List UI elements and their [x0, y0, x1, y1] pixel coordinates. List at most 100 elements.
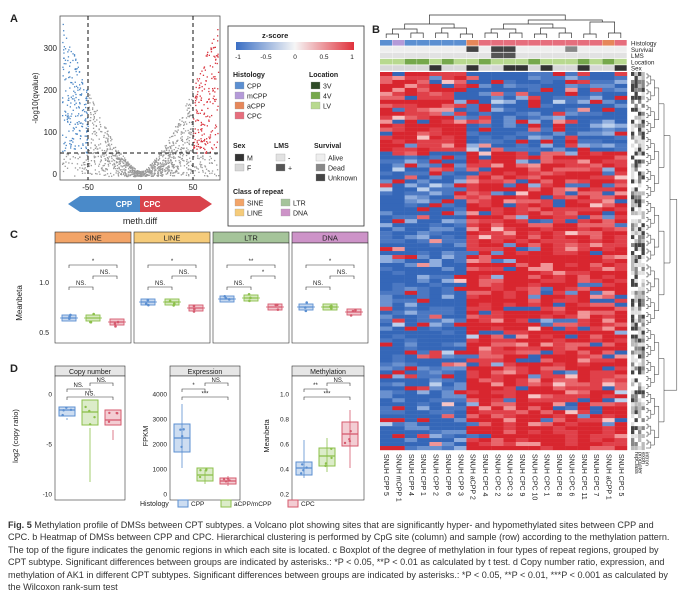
volcano-point — [98, 128, 100, 130]
heatmap-cell — [429, 310, 442, 315]
histology-legend-title: Histology — [233, 72, 265, 79]
heatmap-cell — [602, 72, 615, 77]
volcano-point — [89, 102, 91, 104]
volcano-point — [120, 172, 122, 175]
heatmap-cell — [503, 426, 517, 431]
volcano-point — [158, 169, 160, 172]
volcano-point — [66, 116, 68, 118]
heatmap-cell — [454, 410, 467, 415]
heatmap-cell — [429, 203, 442, 208]
legend-swatch — [275, 163, 286, 172]
heatmap-cell — [417, 446, 430, 451]
heatmap-cell — [503, 95, 517, 101]
region-track-cell — [641, 390, 645, 395]
volcano-point — [196, 167, 198, 169]
heatmap-cell — [565, 342, 578, 347]
volcano-point — [215, 55, 218, 57]
volcano-point — [175, 142, 177, 144]
region-track-cell — [638, 239, 642, 244]
volcano-point — [134, 170, 136, 172]
region-track-cell — [631, 259, 635, 264]
heatmap-cell — [404, 430, 418, 435]
heatmap-cell — [491, 374, 504, 379]
heatmap-cell — [491, 87, 504, 93]
region-track-cell — [641, 99, 645, 104]
heatmap-cell — [478, 334, 492, 339]
volcano-point — [139, 173, 141, 175]
heatmap-cell — [552, 151, 566, 156]
volcano-point — [185, 154, 188, 157]
volcano-point — [210, 48, 212, 51]
volcano-point — [205, 116, 207, 118]
volcano-point — [96, 148, 98, 150]
volcano-point — [117, 172, 119, 175]
volcano-point — [88, 107, 90, 109]
heatmap-cell — [454, 195, 467, 200]
volcano-point — [127, 175, 129, 178]
heatmap-cell — [577, 266, 591, 272]
volcano-point — [126, 165, 128, 167]
volcano-point — [176, 140, 178, 142]
region-track-cell — [641, 131, 645, 136]
heatmap-cell — [466, 414, 479, 419]
heatmap-cell — [404, 350, 418, 355]
region-track-cell — [634, 207, 638, 212]
heatmap-cell — [380, 243, 393, 248]
heatmap-cell — [441, 123, 455, 128]
heatmap-cell — [528, 72, 541, 77]
volcano-point — [172, 165, 174, 167]
heatmap-cell — [540, 378, 554, 383]
region-track-cell — [641, 298, 645, 303]
heatmap-cell — [577, 294, 591, 299]
volcano-point — [214, 173, 216, 175]
heatmap-cell — [515, 330, 529, 335]
volcano-point — [211, 42, 213, 44]
heatmap-cell — [503, 266, 517, 272]
heatmap-cell — [552, 282, 566, 288]
heatmap-cell — [602, 147, 615, 152]
volcano-point — [198, 84, 201, 86]
volcano-point — [199, 73, 202, 75]
subplot-ylabel: FPKM — [141, 426, 150, 447]
heatmap-cell — [552, 262, 566, 268]
annotation-cell — [528, 65, 541, 71]
volcano-point — [75, 126, 77, 128]
site-dendrogram-branch — [650, 270, 655, 288]
heatmap-cell — [528, 370, 541, 375]
heatmap-cell — [614, 199, 628, 204]
heatmap-cell — [392, 390, 405, 395]
volcano-point — [177, 168, 180, 170]
sample-labels: SNUH CPP 5 SNUH mCPP 1 SNUH CPP 4 SNUH CPP … — [382, 454, 624, 502]
region-track-cell — [638, 119, 642, 124]
volcano-point — [193, 146, 196, 149]
heatmap-cell — [515, 195, 529, 200]
volcano-point — [206, 141, 208, 143]
region-track-cell — [631, 179, 635, 184]
volcano-point — [111, 175, 113, 177]
heatmap-cell — [503, 187, 517, 192]
volcano-point — [127, 164, 129, 166]
heatmap-cell — [552, 167, 566, 172]
volcano-point — [145, 174, 147, 177]
volcano-point — [105, 127, 107, 129]
heatmap-cell — [614, 123, 628, 128]
heatmap-cell — [491, 318, 504, 323]
heatmap-cell — [392, 111, 405, 116]
heatmap-cell — [466, 358, 479, 363]
volcano-point — [182, 159, 184, 161]
region-track-cell — [638, 422, 642, 427]
region-track-cell — [641, 111, 645, 116]
heatmap-cell — [589, 95, 603, 101]
volcano-point — [102, 165, 104, 167]
volcano-point — [69, 140, 71, 142]
annotation-cell — [503, 52, 516, 59]
heatmap-cell — [528, 167, 541, 172]
annotation-cell — [380, 46, 393, 52]
heatmap-cell — [602, 91, 615, 97]
heatmap-cell — [577, 446, 591, 451]
region-track-cell — [641, 294, 645, 299]
volcano-point — [209, 65, 211, 67]
heatmap-cell — [417, 306, 430, 311]
volcano-point — [200, 140, 203, 142]
volcano-point — [148, 167, 150, 169]
